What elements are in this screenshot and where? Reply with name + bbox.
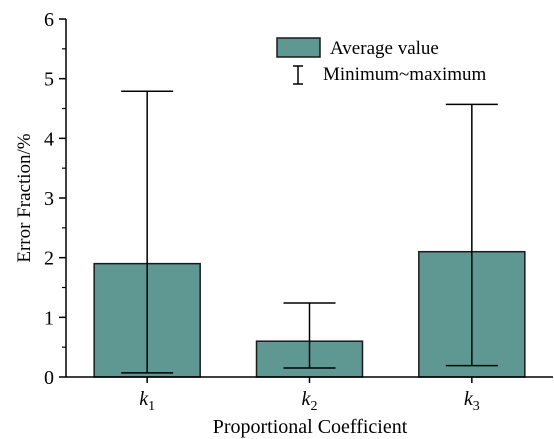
x-axis-label: Proportional Coefficient xyxy=(213,416,408,438)
x-tick-label-k1: k1 xyxy=(139,388,155,414)
y-tick-label-3: 3 xyxy=(44,188,54,210)
legend-error-bar-icon xyxy=(293,65,303,85)
y-tick-label-1: 1 xyxy=(44,307,54,329)
y-tick-labels: 0 1 2 3 4 5 6 xyxy=(44,9,54,389)
legend-label-minmax: Minimum~maximum xyxy=(323,64,487,85)
error-bars-group xyxy=(121,90,498,374)
x-tick-label-k2: k2 xyxy=(302,388,318,414)
legend-label-average: Average value xyxy=(330,38,439,59)
y-tick-label-2: 2 xyxy=(44,248,54,270)
x-tick-label-k3: k3 xyxy=(464,388,480,414)
y-tick-label-0: 0 xyxy=(44,367,54,389)
y-axis-label: Error Fraction/% xyxy=(14,133,35,262)
axes-group xyxy=(59,18,553,383)
legend-swatch-average xyxy=(276,37,321,58)
legend: Average value Minimum~maximum xyxy=(276,37,487,85)
y-tick-label-4: 4 xyxy=(44,128,54,150)
y-tick-label-6: 6 xyxy=(44,9,54,31)
x-tick-labels: k1 k2 k3 xyxy=(139,388,480,414)
y-tick-label-5: 5 xyxy=(44,69,54,91)
